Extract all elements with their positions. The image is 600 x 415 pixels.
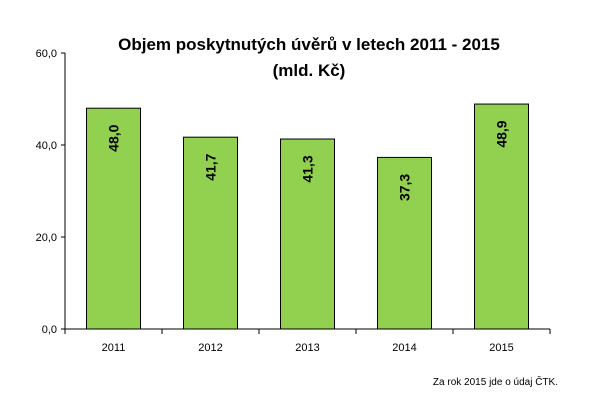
x-tick-label: 2014: [392, 342, 416, 354]
y-tick-label: 0,0: [42, 324, 57, 336]
chart-title: Objem poskytnutých úvěrů v letech 2011 -…: [118, 35, 500, 54]
data-label: 41,7: [203, 153, 219, 180]
data-label: 41,3: [300, 155, 316, 182]
data-label: 48,0: [106, 124, 122, 151]
x-tick-label: 2013: [295, 342, 319, 354]
x-tick-label: 2015: [489, 342, 513, 354]
data-label: 48,9: [494, 120, 510, 147]
bar-2012: [183, 136, 238, 330]
footnote: Za rok 2015 jde o údaj ČTK.: [433, 375, 558, 388]
y-axis: 0,0 20,0 40,0 60,0: [36, 48, 66, 336]
x-tick-label: 2011: [102, 342, 126, 354]
x-axis: 2011 2012 2013 2014 2015: [64, 328, 551, 354]
bar-2014: [377, 156, 432, 330]
bars: [86, 103, 529, 330]
y-tick-label: 40,0: [36, 140, 57, 152]
y-tick-label: 20,0: [36, 232, 57, 244]
bar-2015: [474, 103, 529, 330]
y-tick-label: 60,0: [36, 48, 57, 60]
bar-2013: [280, 138, 335, 330]
data-labels: 48,0 41,7 41,3 37,3 48,9: [106, 120, 510, 201]
x-tick-label: 2012: [198, 342, 222, 354]
data-label: 37,3: [397, 174, 413, 201]
chart-subtitle: (mld. Kč): [273, 61, 346, 80]
bar-2011: [86, 107, 141, 330]
